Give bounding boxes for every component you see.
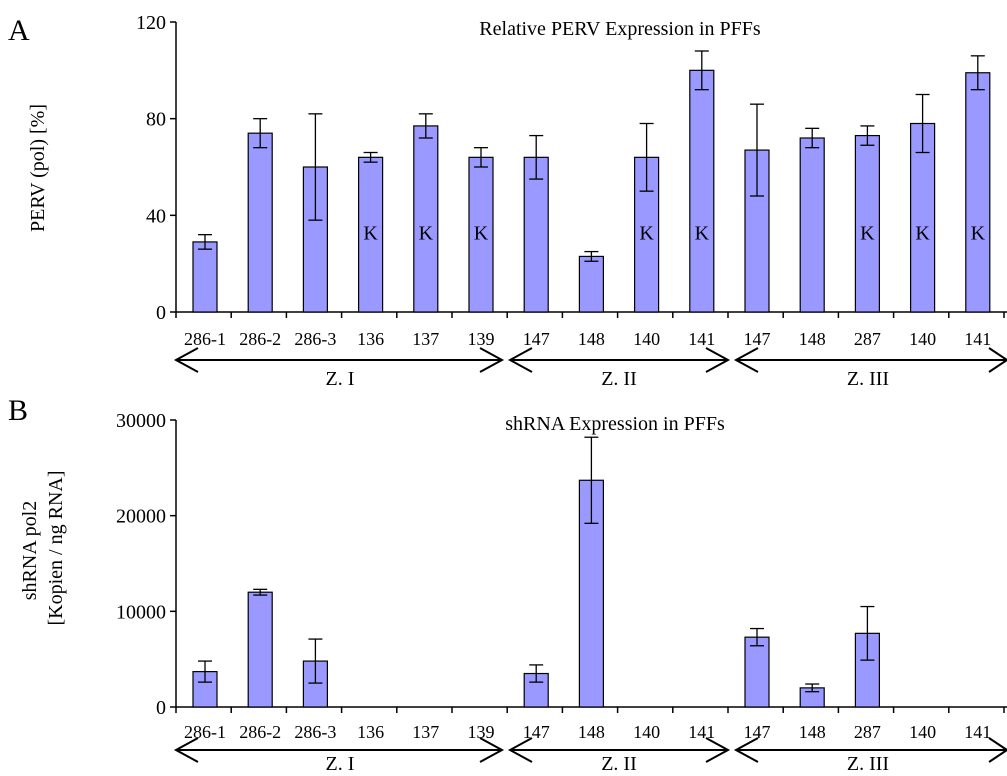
panel-a-group-arrow-left-head (173, 347, 199, 373)
panel-a-bar (909, 122, 936, 313)
panel-a-category-label: 287 (854, 329, 881, 349)
panel-a-group-label: Z. I (326, 368, 355, 390)
panel-a-bar-label-k: K (419, 222, 434, 244)
panel-a-category-label: 141 (688, 329, 715, 349)
panel-a-bar-label-k: K (915, 222, 930, 244)
panel-b-category-label: 141 (964, 722, 991, 742)
panel-b-category-label: 147 (744, 722, 771, 742)
panel-b-category-label: 140 (909, 722, 936, 742)
panel-a-group-arrow-left-head (507, 347, 533, 373)
panel-b-y-tick-label: 10000 (116, 601, 166, 623)
panel-a-bar-label-k: K (474, 222, 489, 244)
panel-a-category-label: 286-3 (294, 329, 336, 349)
panel-b-title: shRNA Expression in PFFs (505, 413, 725, 435)
panel-a-category-label: 140 (633, 329, 660, 349)
panel-b-y-axis-label-line2: [Kopien / ng RNA] (45, 471, 67, 626)
panel-a-bar-label-k: K (639, 222, 654, 244)
panel-a-group-arrow-right-head (705, 347, 731, 373)
panel-b-y-tick-label: 20000 (116, 506, 166, 528)
panel-a-category-label: 139 (468, 329, 495, 349)
panel-b-group-arrow-left-head (173, 737, 199, 763)
panel-b-category-label: 286-3 (294, 722, 336, 742)
panel-a-group-arrow-left-head (733, 347, 759, 373)
panel-b-category-label: 136 (357, 722, 384, 742)
panel-a-group-label: Z. III (847, 368, 889, 390)
panel-b-bar (744, 636, 770, 708)
panel-b-group-arrow-right-head (479, 737, 505, 763)
panel-b-category-label: 148 (578, 722, 605, 742)
panel-a-category-label: 148 (578, 329, 605, 349)
panel-a-bar (192, 241, 218, 313)
panel-a-category-label: 141 (964, 329, 991, 349)
panel-a-category-label: 286-1 (184, 329, 226, 349)
panel-b-group-arrow-left-head (733, 737, 759, 763)
panel-a-group-arrow-right-head (479, 347, 505, 373)
panel-b-letter: B (8, 394, 28, 427)
panel-a-group-label: Z. II (601, 368, 637, 390)
panel-a-category-label: 136 (357, 329, 384, 349)
panel-b-group-arrow-right-head (705, 737, 731, 763)
panel-b-group-label: Z. I (326, 753, 355, 775)
panel-a-category-label: 137 (412, 329, 439, 349)
panel-a-category-label: 286-2 (239, 329, 281, 349)
panel-a-bar (799, 137, 825, 313)
panel-a-category-label: 147 (523, 329, 550, 349)
panel-b-y-axis-label: shRNA pol2 [Kopien / ng RNA] (19, 471, 67, 626)
panel-a-bar (744, 149, 770, 313)
panel-a-bar-label-k: K (971, 222, 986, 244)
panel-a-bar (247, 132, 273, 313)
panel-a-chart: A Relative PERV Expression in PFFs PERV … (8, 12, 1007, 390)
panel-a-y-tick-label: 0 (156, 302, 166, 324)
panel-b-category-label: 140 (633, 722, 660, 742)
panel-a-bar (689, 69, 715, 313)
panel-b-bar (247, 591, 273, 708)
panel-a-y-axis-label: PERV (pol) [%] (27, 104, 49, 232)
panel-a-bar (523, 156, 549, 313)
panel-a-y-tick-label: 40 (146, 205, 166, 227)
panel-a-y-tick-label: 80 (146, 109, 166, 131)
panel-b-chart: B shRNA Expression in PFFs shRNA pol2 [K… (8, 394, 1007, 775)
panel-b-y-axis-label-line1: shRNA pol2 (19, 501, 41, 600)
panel-b-category-label: 141 (688, 722, 715, 742)
panel-b-category-label: 287 (854, 722, 881, 742)
panel-b-group-arrow-right-head (988, 737, 1007, 763)
panel-b-category-label: 147 (523, 722, 550, 742)
panel-a-bar (413, 125, 439, 313)
panel-a-bar-label-k: K (860, 222, 875, 244)
panel-a-group-arrow-right-head (988, 347, 1007, 373)
panel-a-title: Relative PERV Expression in PFFs (479, 18, 761, 40)
panel-a-category-label: 147 (744, 329, 771, 349)
panel-b-y-tick-label: 0 (156, 697, 166, 719)
panel-b-group-label: Z. III (847, 753, 889, 775)
panel-b-category-label: 148 (799, 722, 826, 742)
panel-a-y-tick-label: 120 (136, 12, 166, 34)
panel-a-bar (578, 255, 605, 313)
panel-a-letter: A (8, 14, 30, 47)
panel-a-bar-label-k: K (363, 222, 378, 244)
panel-a-bar-label-k: K (695, 222, 710, 244)
panel-a-bar (965, 72, 991, 313)
panel-a-bar (358, 156, 384, 313)
panel-b-category-label: 286-1 (184, 722, 226, 742)
panel-a-category-label: 148 (799, 329, 826, 349)
panel-b-group-label: Z. II (601, 753, 637, 775)
panel-a-category-label: 140 (909, 329, 936, 349)
panel-b-category-label: 139 (468, 722, 495, 742)
panel-b-category-label: 137 (412, 722, 439, 742)
panel-b-group-arrow-left-head (507, 737, 533, 763)
panel-b-category-label: 286-2 (239, 722, 281, 742)
panel-b-y-tick-label: 30000 (116, 410, 166, 432)
